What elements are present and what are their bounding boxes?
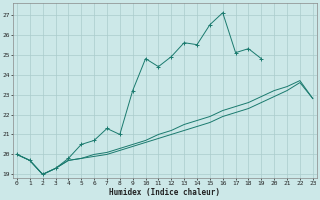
X-axis label: Humidex (Indice chaleur): Humidex (Indice chaleur)	[109, 188, 220, 197]
